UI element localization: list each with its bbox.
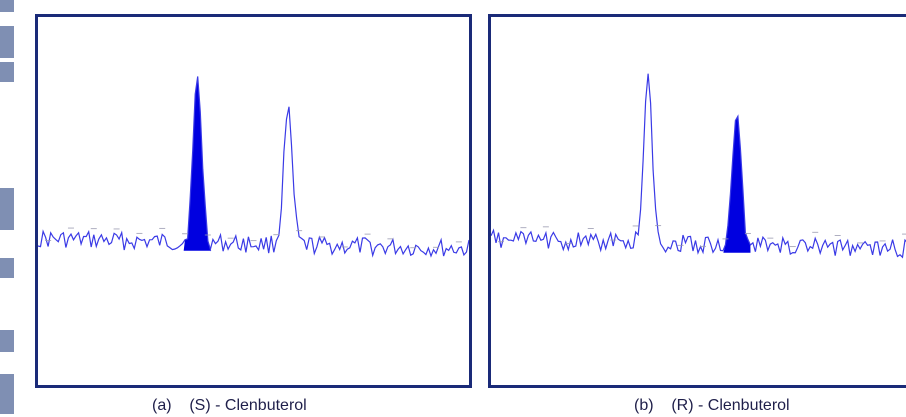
edge-strip — [0, 0, 14, 12]
caption-r-clenbuterol: (b) (R) - Clenbuterol — [634, 396, 790, 416]
edge-strip — [0, 62, 14, 82]
caption-text-a: (S) - Clenbuterol — [189, 397, 307, 414]
edge-strip — [0, 26, 14, 58]
chromatogram-plot-s — [38, 76, 469, 258]
panel-label-a: (a) — [152, 397, 172, 414]
filled-peak-area — [723, 116, 751, 253]
caption-s-clenbuterol: (a) (S) - Clenbuterol — [152, 396, 307, 416]
chromatogram-panel-s — [35, 14, 472, 388]
caption-text-b: (R) - Clenbuterol — [671, 397, 790, 414]
edge-strip — [0, 188, 14, 230]
filled-peak-area — [183, 76, 212, 251]
chromatogram-plot-r — [491, 73, 906, 259]
chromatogram-trace — [38, 76, 469, 258]
edge-strip — [0, 258, 14, 278]
edge-strip — [0, 330, 14, 352]
chromatogram-trace — [491, 73, 906, 259]
chromatogram-panel-r — [488, 14, 906, 388]
edge-strip — [0, 374, 14, 414]
panel-label-b: (b) — [634, 397, 654, 414]
